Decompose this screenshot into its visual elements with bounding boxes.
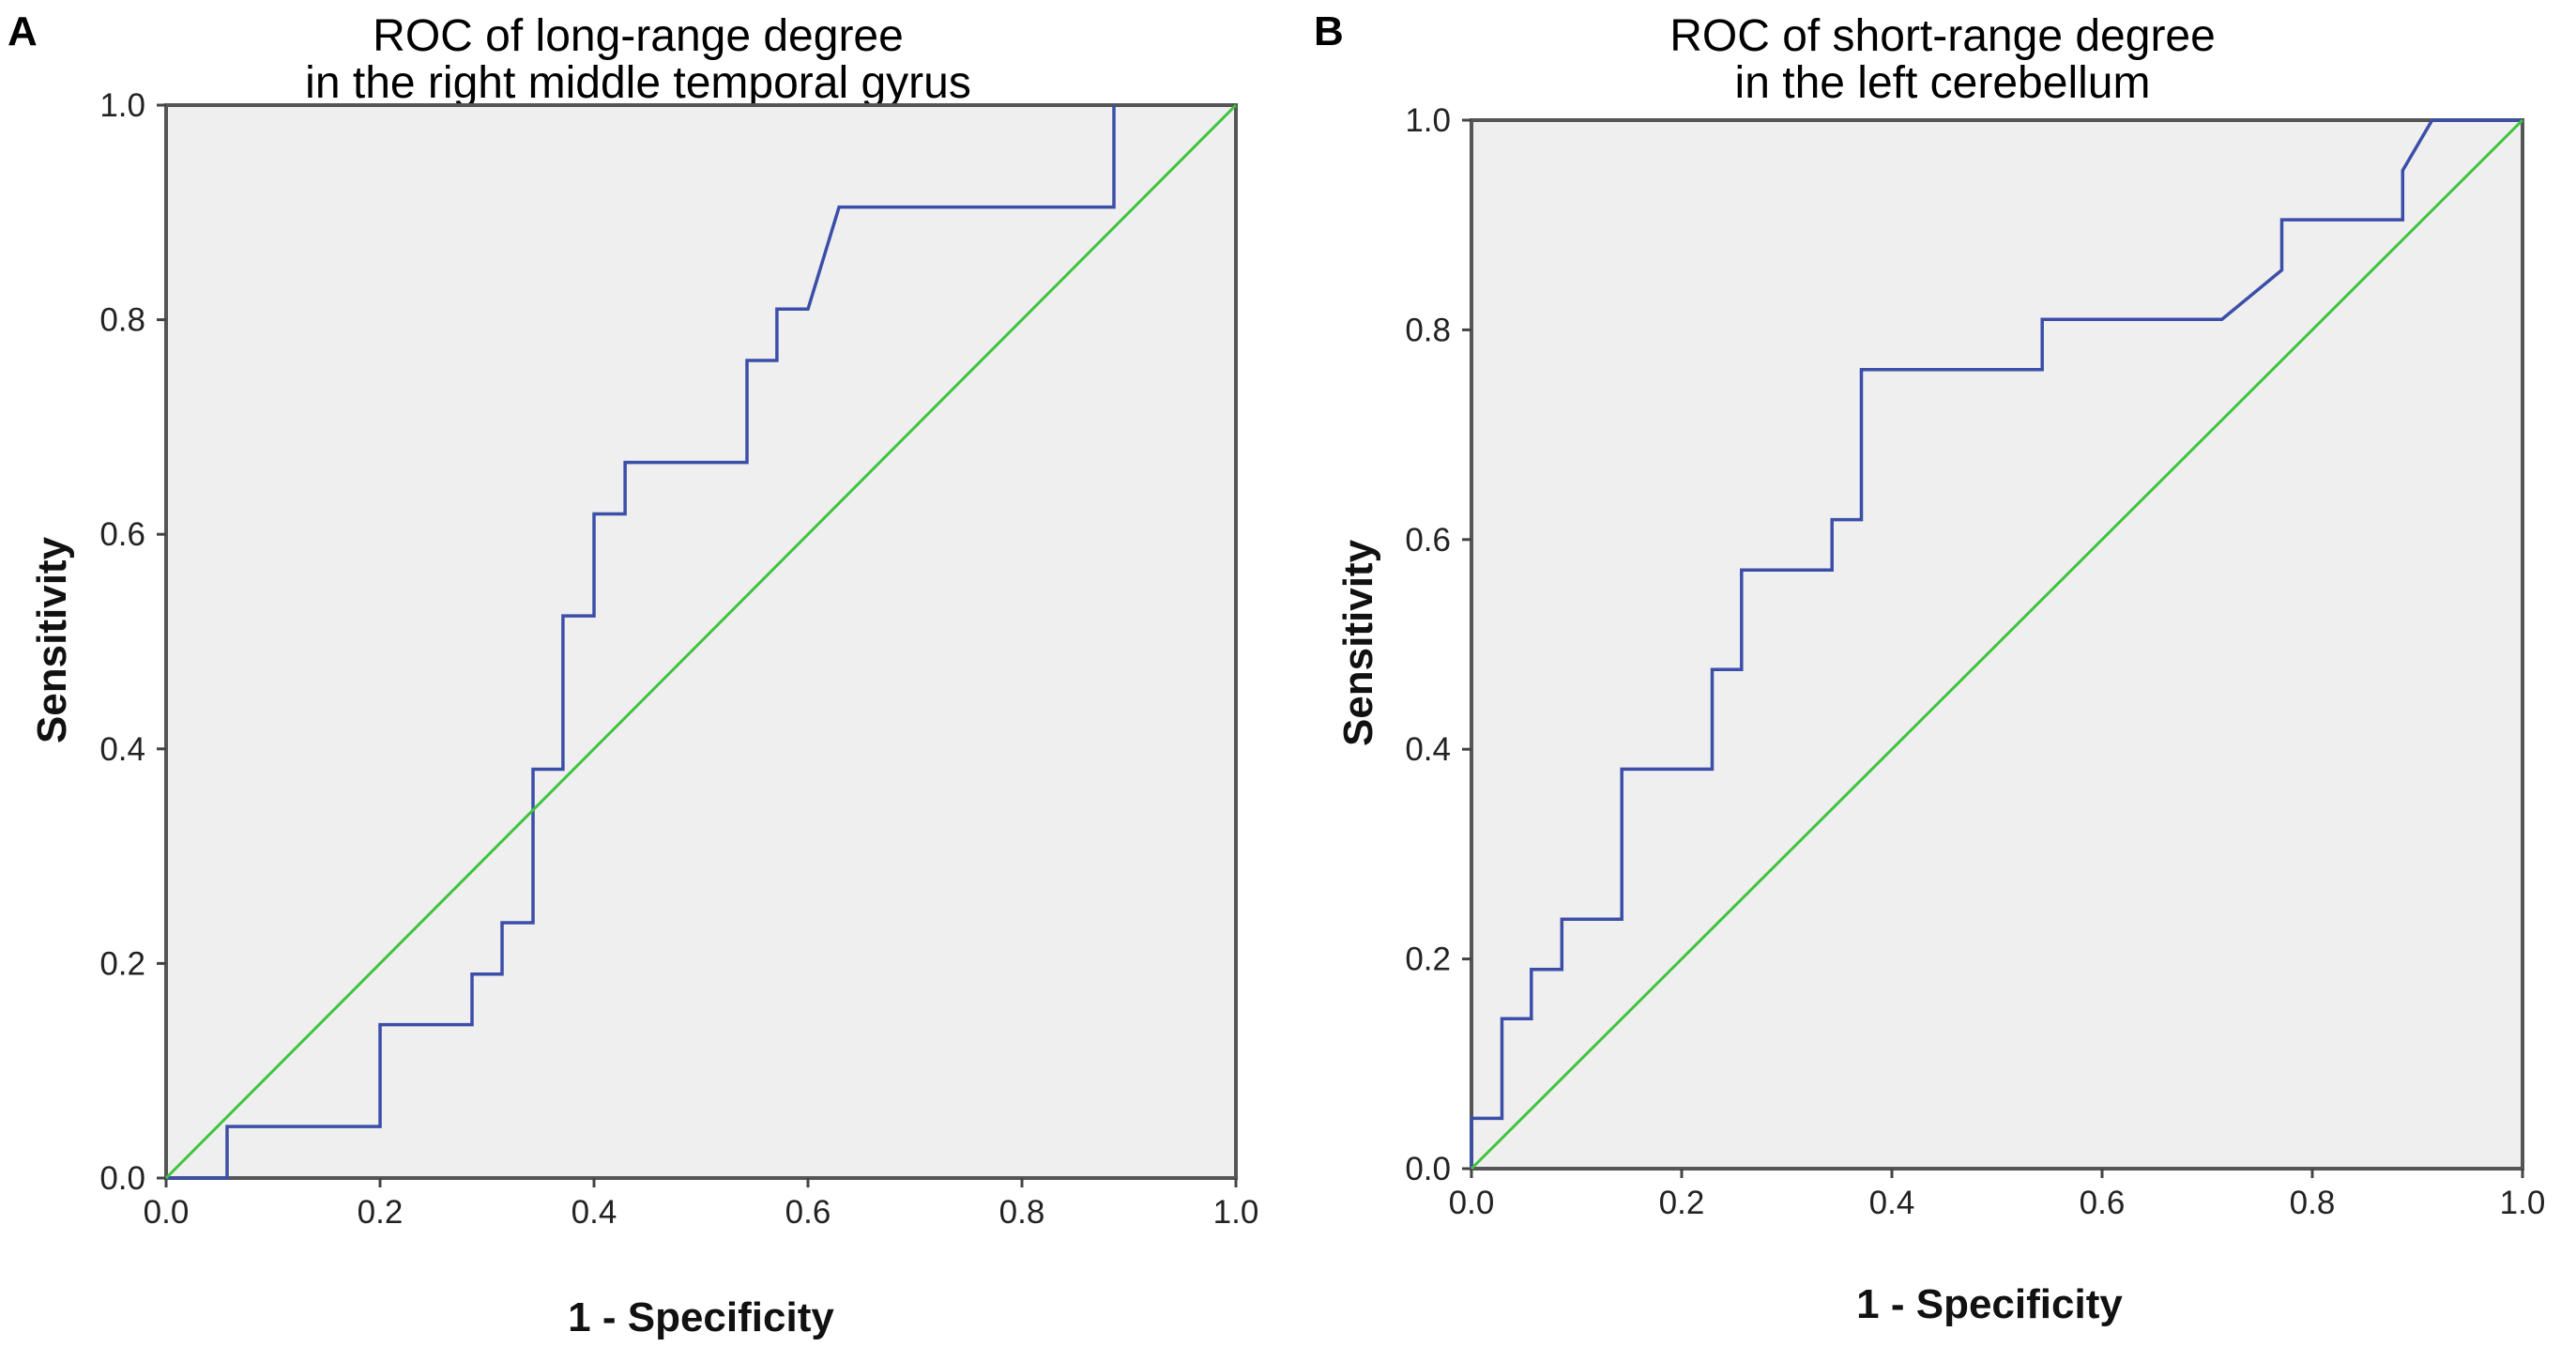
panel-a-x-tick-label: 0.4 (572, 1194, 617, 1231)
panel-a-x-tick-label: 1.0 (1213, 1194, 1259, 1231)
panel-b-y-axis-label: Sensitivity (1335, 539, 1381, 746)
panel-a-reference-line (164, 103, 1238, 1180)
panel-b-x-axis-label: 1 - Specificity (1856, 1281, 2123, 1327)
panel-b-reference-line (1470, 118, 2524, 1171)
panel-a-title-line-2: in the right middle temporal gyrus (305, 58, 971, 108)
panel-a-x-tick-label: 0.8 (999, 1194, 1045, 1231)
panel-b-y-tick-label: 0.4 (1405, 731, 1451, 768)
panel-b-x-tick-label: 0.0 (1449, 1185, 1495, 1221)
panel-a-y-tick-label: 0.2 (99, 945, 145, 982)
panel-a-y-axis-label: Sensitivity (29, 536, 75, 743)
panel-a-x-axis-label: 1 - Specificity (568, 1294, 834, 1340)
panel-b-x-tick-label: 0.8 (2290, 1185, 2336, 1221)
panel-a-x-tick-label: 0.0 (144, 1194, 190, 1231)
panel-a-title-line-1: ROC of long-range degree (373, 11, 904, 61)
panel-a-x-tick-label: 0.2 (358, 1194, 404, 1231)
panel-a-y-tick-label: 0.8 (99, 302, 145, 339)
panel-b-y-tick-label: 0.0 (1405, 1151, 1451, 1187)
panel-a-marks (164, 103, 1238, 1180)
panel-b-x-tick-label: 0.6 (2080, 1185, 2126, 1221)
panel-b-title-line-1: ROC of short-range degree (1669, 11, 2216, 61)
panel-a-y-tick-label: 0.4 (99, 731, 145, 768)
panel-b-roc-curve (1470, 118, 2523, 1169)
panel-b-x-tick-label: 0.4 (1869, 1185, 1915, 1221)
panel-a-y-tick-label: 0.0 (99, 1160, 145, 1197)
panel-b-y-tick-label: 1.0 (1405, 102, 1451, 139)
panel-b-x-tick-label: 0.2 (1659, 1185, 1705, 1221)
panel-a-ticks: 0.00.0 0.2 0.2 0.4 0.4 0.6 0.6 0.8 0.8 1.0 1.0 (99, 87, 1258, 1231)
panel-a-roc-curve (166, 105, 1116, 1180)
panel-b-y-tick-label: 0.2 (1405, 941, 1451, 978)
panel-b-letter: B (1314, 8, 1344, 54)
panel-b-marks (1470, 118, 2524, 1171)
panel-b-title-line-2: in the left cerebellum (1735, 58, 2151, 108)
panel-a-y-tick-label: 1.0 (99, 87, 145, 124)
panel-b-ticks: 0.00.0 0.2 0.2 0.4 0.4 0.6 0.6 0.8 0.8 1.0 1.0 (1405, 102, 2545, 1221)
panel-a-x-tick-label: 0.6 (785, 1194, 831, 1231)
panel-b: B ROC of short-range degree in the left … (1314, 8, 2545, 1327)
panel-b-y-tick-label: 0.6 (1405, 522, 1451, 559)
panel-b-y-tick-label: 0.8 (1405, 312, 1451, 348)
panel-a: A ROC of long-range degree in the right … (8, 8, 1258, 1340)
panel-b-x-tick-label: 1.0 (2500, 1185, 2546, 1221)
panel-a-letter: A (8, 8, 38, 54)
panel-a-y-tick-label: 0.6 (99, 516, 145, 553)
